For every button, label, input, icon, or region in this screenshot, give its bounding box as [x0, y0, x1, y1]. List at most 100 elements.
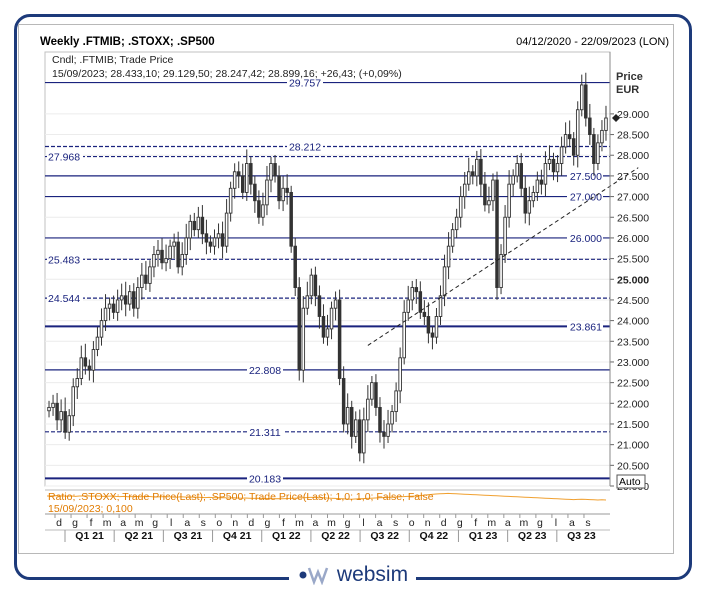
candle	[341, 366, 346, 433]
candle-body	[220, 233, 225, 247]
candle	[349, 400, 354, 449]
candle	[358, 409, 362, 462]
candle	[87, 359, 92, 381]
candle	[325, 314, 330, 346]
candle-body	[140, 274, 144, 288]
candle-body	[180, 254, 184, 268]
date-range: 04/12/2020 - 22/09/2023 (LON)	[516, 36, 669, 48]
quarter-label: Q2 22	[321, 530, 350, 542]
candle	[196, 206, 201, 239]
candle	[580, 74, 584, 117]
candle	[281, 176, 285, 212]
month-label: n	[425, 517, 431, 529]
trendline-line	[367, 167, 639, 346]
level-label: 27.500	[570, 171, 602, 183]
candle	[422, 300, 427, 325]
candle-body	[345, 406, 350, 425]
last-price-marker	[612, 114, 620, 123]
candle	[495, 171, 499, 300]
candle-body	[240, 175, 245, 193]
candle-body	[499, 254, 503, 288]
candle	[176, 231, 180, 274]
month-label: a	[184, 517, 190, 529]
candle-body	[245, 163, 249, 193]
candle	[103, 294, 108, 331]
candle-body	[341, 378, 346, 425]
candle	[216, 223, 221, 249]
y-tick-label: 25.000	[617, 274, 649, 286]
candle	[200, 205, 205, 245]
candle-body	[337, 299, 342, 379]
candle-body	[71, 386, 75, 417]
candle	[555, 155, 560, 183]
candle-body	[164, 258, 168, 264]
candle-body	[515, 163, 519, 177]
candle	[261, 192, 265, 226]
candle-body	[325, 328, 330, 338]
month-label: g	[264, 517, 270, 529]
candle	[366, 385, 370, 433]
candle-body	[293, 245, 297, 288]
candle	[249, 156, 253, 195]
ratio-panel	[45, 489, 610, 501]
candle-body	[313, 274, 318, 297]
candle-body	[462, 183, 467, 198]
candle-body	[119, 295, 124, 301]
y-tick-label: 27.000	[617, 192, 649, 204]
y-axis-unit: EUR	[616, 84, 639, 96]
candle	[386, 409, 390, 443]
candle-body	[257, 200, 261, 218]
quarter-label: Q4 22	[420, 530, 449, 542]
candle	[71, 378, 75, 427]
candle	[479, 149, 483, 197]
candle	[136, 277, 140, 319]
candle	[67, 409, 71, 441]
candle	[499, 244, 503, 295]
candle-body	[349, 406, 354, 437]
y-tick-label: 29.000	[617, 109, 649, 121]
candle	[575, 101, 580, 168]
candle	[168, 239, 172, 269]
candle	[152, 245, 156, 278]
quarter-label: Q1 22	[272, 530, 301, 542]
candle	[144, 261, 148, 291]
candle-body	[204, 233, 209, 243]
candle-body	[228, 187, 233, 214]
month-label: s	[201, 517, 206, 529]
level-label-bg	[47, 150, 83, 163]
auto-scale-button[interactable]	[616, 474, 646, 489]
candle	[503, 205, 507, 263]
candle	[596, 134, 600, 171]
plot-area	[44, 51, 611, 487]
candle-body	[398, 357, 402, 392]
month-label: g	[457, 517, 463, 529]
candle	[111, 295, 116, 319]
candle	[317, 285, 322, 329]
candle	[345, 393, 350, 435]
quarter-label: Q1 23	[469, 530, 498, 542]
month-label: g	[537, 517, 543, 529]
month-label: n	[232, 517, 238, 529]
candle-body	[83, 357, 88, 367]
candle-body	[406, 299, 410, 313]
candle	[47, 400, 51, 418]
candle	[119, 283, 124, 311]
candle	[240, 163, 245, 200]
candle-body	[55, 402, 59, 421]
y-tick-label: 26.000	[617, 233, 649, 245]
candle-body	[491, 179, 495, 202]
y-tick-label: 22.000	[617, 398, 649, 410]
auto-scale-label: Auto	[619, 476, 641, 488]
candle-body	[458, 196, 463, 218]
candle-body	[87, 365, 92, 371]
month-label: g	[152, 517, 158, 529]
month-label: m	[135, 517, 144, 529]
month-label: m	[519, 517, 528, 529]
candle	[188, 214, 193, 251]
y-tick-label: 28.500	[617, 130, 649, 142]
level-label: 24.544	[48, 293, 80, 305]
chart-title: Weekly .FTMIB; .STOXX; .SP500	[40, 36, 215, 48]
candle	[354, 411, 358, 443]
month-label: o	[216, 517, 222, 529]
